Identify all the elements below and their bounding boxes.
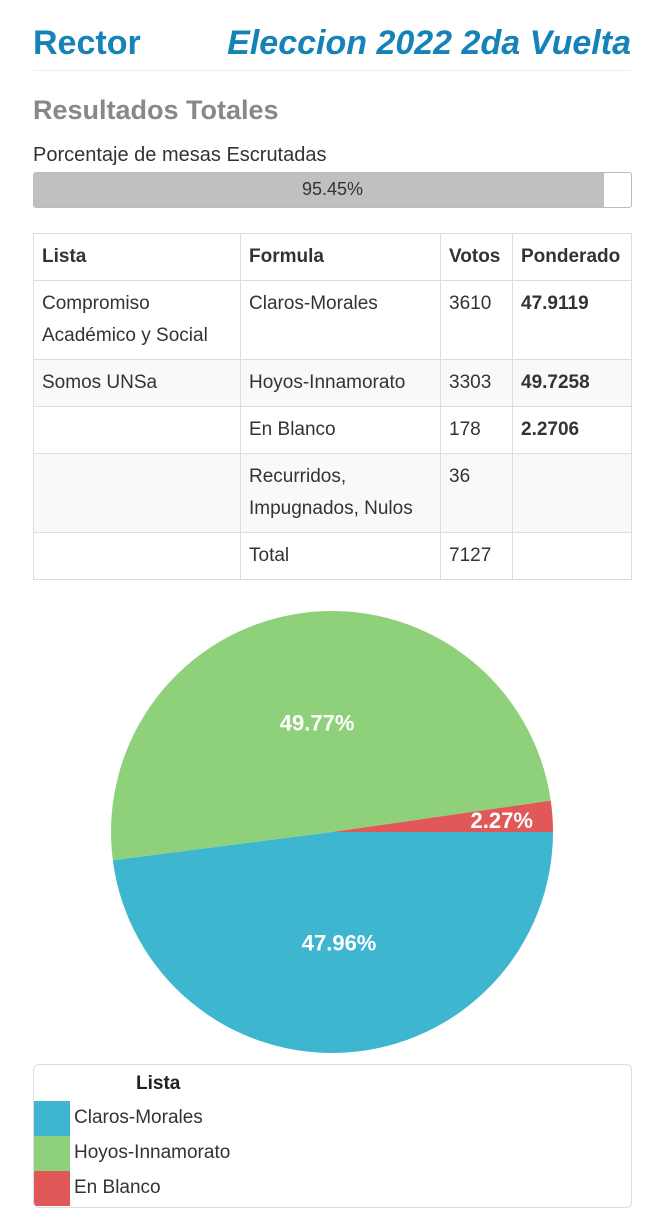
- table-row: Compromiso Académico y Social Claros-Mora…: [33, 280, 632, 360]
- cell: Compromiso Académico y Social: [33, 280, 241, 360]
- legend-swatch: [34, 1136, 70, 1171]
- cell: [33, 532, 241, 580]
- cell: [512, 532, 632, 580]
- progress-value: 95.45%: [301, 179, 364, 199]
- legend-title: Lista: [136, 1073, 181, 1094]
- cell: 47.9119: [512, 280, 632, 360]
- cell: 49.7258: [512, 359, 632, 407]
- pie-data-label: 2.27%: [471, 808, 533, 833]
- cell: 3610: [440, 280, 513, 360]
- table-row: Somos UNSa Hoyos-Innamorato 3303 49.7258: [33, 359, 632, 407]
- cell: Claros-Morales: [240, 280, 441, 360]
- cell: 36: [440, 453, 513, 533]
- cell: Somos UNSa: [33, 359, 241, 407]
- table-row: En Blanco 178 2.2706: [33, 406, 632, 454]
- progress-label: Porcentaje de mesas Escrutadas: [33, 144, 327, 166]
- legend-label: Hoyos-Innamorato: [74, 1142, 231, 1163]
- table-header-row: Lista Formula Votos Ponderado: [33, 233, 632, 281]
- results-table: Lista Formula Votos Ponderado Compromiso…: [33, 233, 632, 580]
- pie-slice-en-blanco: [332, 800, 553, 832]
- legend: Lista Claros-Morales Hoyos-Innamorato En…: [33, 1064, 632, 1208]
- col-votos: Votos: [440, 233, 513, 281]
- pie-slice-hoyos-innamorato: [111, 611, 551, 861]
- col-lista: Lista: [33, 233, 241, 281]
- cell: [512, 453, 632, 533]
- header: Rector Eleccion 2022 2da Vuelta: [33, 22, 631, 71]
- progress-bar: 95.45%: [33, 172, 632, 208]
- cell: Total: [240, 532, 441, 580]
- progress-fill: [34, 173, 604, 207]
- cell: [33, 406, 241, 454]
- cell: 3303: [440, 359, 513, 407]
- legend-item: Hoyos-Innamorato: [34, 1136, 631, 1171]
- legend-item: En Blanco: [34, 1171, 631, 1206]
- legend-label: En Blanco: [74, 1177, 161, 1198]
- legend-label: Claros-Morales: [74, 1107, 203, 1128]
- table-row: Total 7127: [33, 532, 632, 580]
- legend-swatch: [34, 1101, 70, 1136]
- pie-chart: 47.96% 49.77% 2.27%: [111, 611, 553, 1054]
- header-rector: Rector: [33, 24, 141, 62]
- cell: [33, 453, 241, 533]
- cell: En Blanco: [240, 406, 441, 454]
- table-row: Recurridos, Impugnados, Nulos 36: [33, 453, 632, 533]
- cell: 2.2706: [512, 406, 632, 454]
- pie-data-label: 49.77%: [280, 711, 355, 736]
- col-ponderado: Ponderado: [512, 233, 632, 281]
- legend-swatch: [34, 1171, 70, 1206]
- col-formula: Formula: [240, 233, 441, 281]
- header-election: Eleccion 2022 2da Vuelta: [227, 24, 631, 62]
- section-title: Resultados Totales: [33, 95, 279, 125]
- cell: Recurridos, Impugnados, Nulos: [240, 453, 441, 533]
- cell: Hoyos-Innamorato: [240, 359, 441, 407]
- cell: 7127: [440, 532, 513, 580]
- pie-data-label: 47.96%: [302, 930, 377, 955]
- pie-slice-claros-morales: [112, 832, 553, 1054]
- cell: 178: [440, 406, 513, 454]
- legend-item: Claros-Morales: [34, 1101, 631, 1136]
